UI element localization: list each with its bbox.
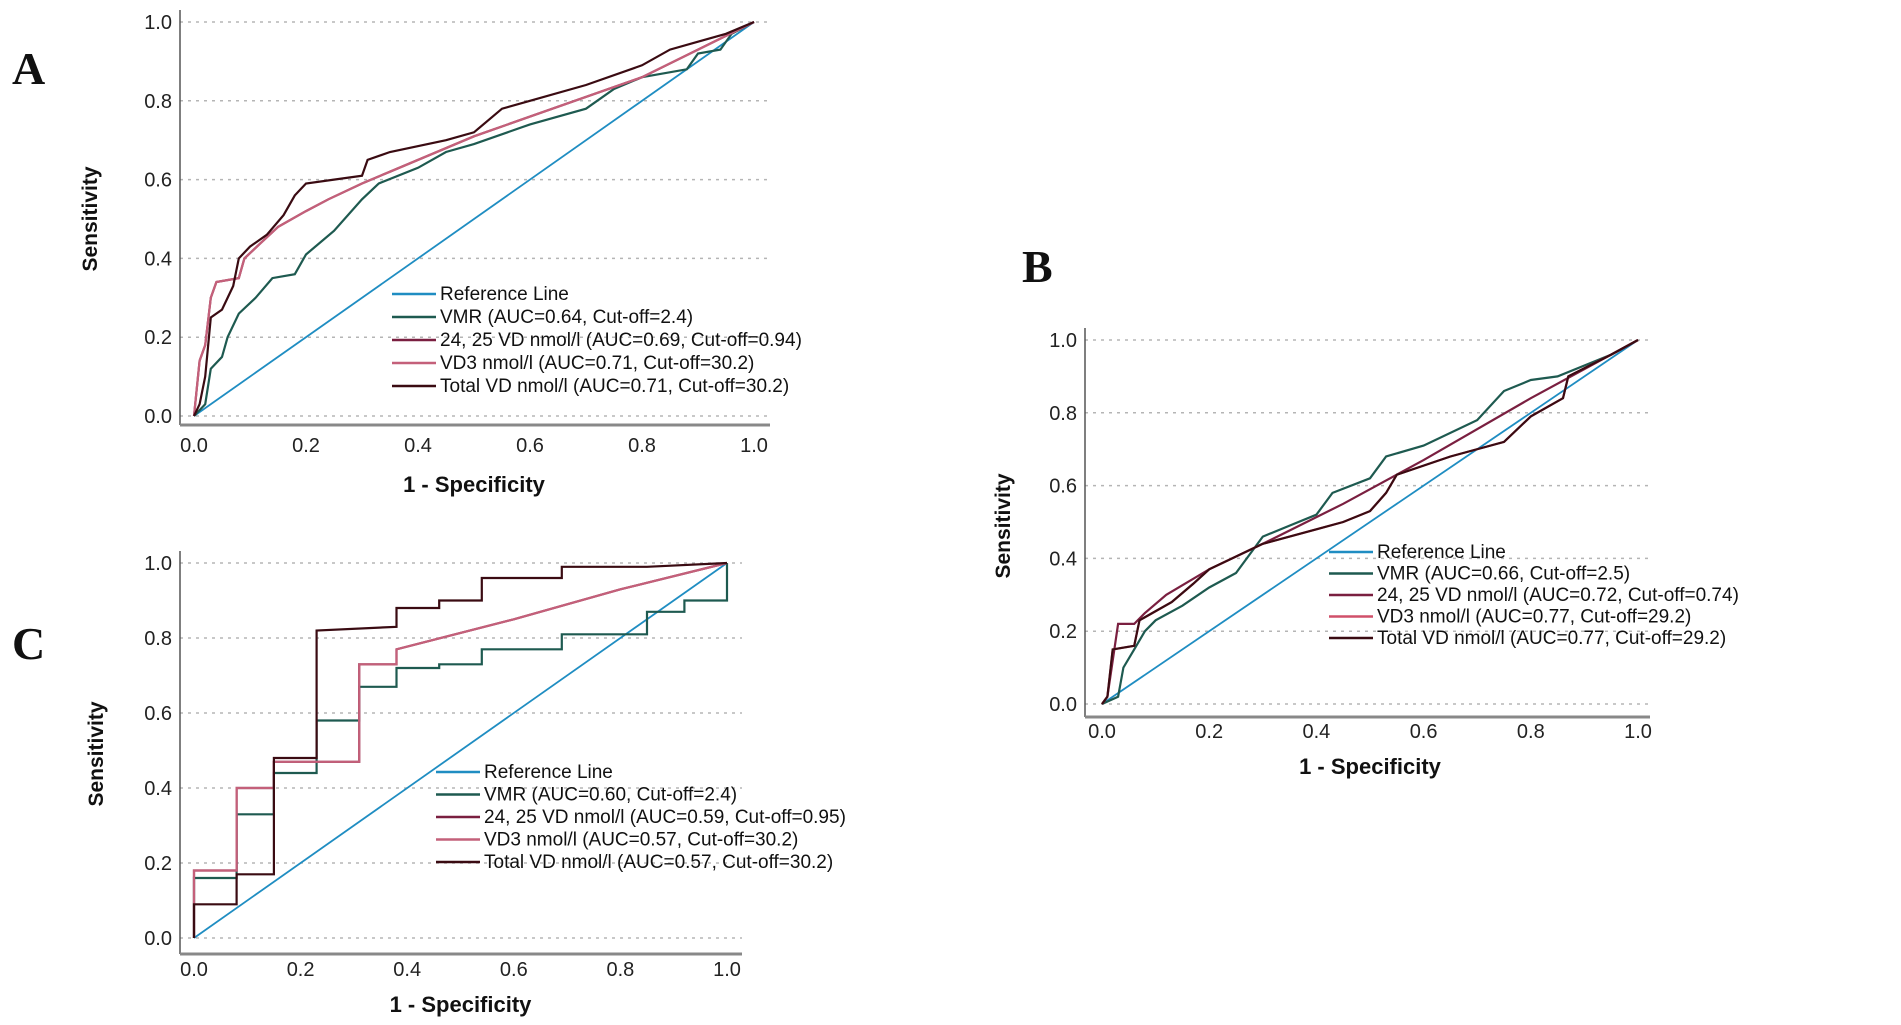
x-tick-label: 0.6: [500, 959, 528, 981]
legend-label: Reference Line: [484, 762, 613, 783]
roc-curve-reference: [193, 562, 728, 939]
roc-curve-series-4: [193, 20, 755, 417]
x-tick-label: 0.4: [404, 435, 432, 457]
y-tick-label: 1.0: [144, 553, 172, 575]
y-axis-label: Sensitivity: [79, 166, 102, 271]
legend-label: 24, 25 VD nmol/l (AUC=0.69, Cut-off=0.94…: [440, 330, 802, 351]
y-tick-label: 0.0: [144, 928, 172, 950]
x-tick-label: 1.0: [740, 435, 768, 457]
panel-label: C: [12, 618, 45, 669]
roc-panel-b: B 0.0 0.2 0.4 0.6 0.8 1.0 0.0 0.2 0.4 0.6 0.8 1.0 1 -…: [992, 241, 1739, 779]
roc-panel-a: A 0.0 0.2 0.4 0.6 0.8 1.0 0.0 0.2 0.4 0.6 0.8 1.0 1 -…: [12, 10, 802, 497]
roc-curve-series-3: [192, 561, 728, 938]
legend-label: VD3 nmol/l (AUC=0.57, Cut-off=30.2): [484, 830, 798, 851]
roc-curve-series-2: [1101, 339, 1639, 705]
y-axis-label: Sensitivity: [992, 473, 1015, 578]
roc-curve-reference: [1101, 339, 1639, 705]
x-tick-label: 0.4: [393, 959, 421, 981]
x-tick-label: 0.2: [287, 959, 315, 981]
legend-label: Total VD nmol/l (AUC=0.77, Cut-off=29.2): [1377, 628, 1726, 649]
x-tick-label: 0.2: [1195, 721, 1223, 743]
y-tick-label: 0.4: [144, 248, 172, 270]
roc-curve-series-1: [193, 21, 755, 417]
legend-label: 24, 25 VD nmol/l (AUC=0.59, Cut-off=0.95…: [484, 807, 846, 828]
roc-curve-reference: [193, 21, 755, 417]
y-tick-label: 0.4: [144, 778, 172, 800]
y-tick-label: 0.4: [1049, 548, 1077, 570]
y-tick-label: 0.0: [144, 406, 172, 428]
y-axis-label: Sensitivity: [85, 701, 108, 806]
x-tick-label: 0.0: [180, 435, 208, 457]
y-tick-label: 0.6: [144, 703, 172, 725]
x-tick-label: 0.2: [292, 435, 320, 457]
y-tick-label: 0.2: [144, 327, 172, 349]
y-tick-label: 0.6: [1049, 476, 1077, 498]
x-tick-label: 0.6: [516, 435, 544, 457]
roc-curve-series-4: [1101, 339, 1639, 705]
y-tick-label: 1.0: [144, 12, 172, 34]
roc-curve-series-4: [192, 561, 728, 938]
roc-curve-series-1: [1101, 339, 1639, 706]
x-tick-label: 0.0: [1088, 721, 1116, 743]
y-tick-label: 0.2: [144, 853, 172, 875]
legend-label: VMR (AUC=0.66, Cut-off=2.5): [1377, 564, 1630, 585]
legend-label: VMR (AUC=0.60, Cut-off=2.4): [484, 785, 737, 806]
x-tick-label: 0.0: [180, 959, 208, 981]
x-tick-label: 1.0: [1624, 721, 1652, 743]
x-axis-label: 1 - Specificity: [403, 472, 546, 497]
x-tick-label: 0.8: [628, 435, 656, 457]
legend-label: VMR (AUC=0.64, Cut-off=2.4): [440, 307, 693, 328]
legend-label: Total VD nmol/l (AUC=0.57, Cut-off=30.2): [484, 852, 833, 873]
y-tick-label: 1.0: [1049, 330, 1077, 352]
legend-label: 24, 25 VD nmol/l (AUC=0.72, Cut-off=0.74…: [1377, 585, 1739, 606]
legend-label: Total VD nmol/l (AUC=0.71, Cut-off=30.2): [440, 376, 789, 397]
y-tick-label: 0.8: [1049, 403, 1077, 425]
panel-label: A: [12, 43, 45, 94]
y-tick-label: 0.2: [1049, 621, 1077, 643]
y-tick-label: 0.6: [144, 170, 172, 192]
legend-label: Reference Line: [440, 284, 569, 305]
y-tick-label: 0.0: [1049, 694, 1077, 716]
roc-curve-series-1: [192, 563, 729, 938]
panel-label: B: [1022, 241, 1053, 292]
y-tick-label: 0.8: [144, 91, 172, 113]
legend-label: VD3 nmol/l (AUC=0.77, Cut-off=29.2): [1377, 607, 1691, 628]
x-tick-label: 0.4: [1302, 721, 1330, 743]
legend-label: Reference Line: [1377, 542, 1506, 563]
x-tick-label: 0.8: [1517, 721, 1545, 743]
legend-label: VD3 nmol/l (AUC=0.71, Cut-off=30.2): [440, 353, 754, 374]
x-tick-label: 1.0: [713, 959, 741, 981]
x-tick-label: 0.6: [1410, 721, 1438, 743]
roc-panel-c: C 0.0 0.2 0.4 0.6 0.8 1.0 0.0 0.2 0.4 0.6 0.8 1.0 1 -…: [12, 551, 846, 1017]
x-axis-label: 1 - Specificity: [390, 992, 533, 1017]
x-tick-label: 0.8: [606, 959, 634, 981]
y-tick-label: 0.8: [144, 628, 172, 650]
x-axis-label: 1 - Specificity: [1299, 754, 1442, 779]
roc-curve-series-3: [192, 21, 755, 417]
